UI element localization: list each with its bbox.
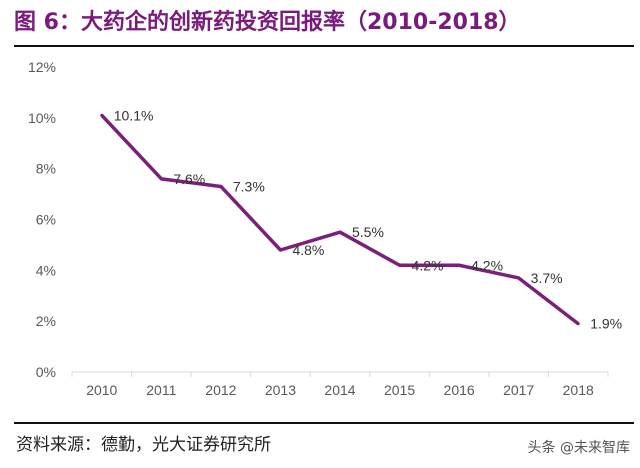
x-tick-label: 2015 [384,382,415,398]
data-point [338,230,342,234]
data-label: 5.5% [352,224,384,240]
source-divider [14,422,634,424]
y-tick-label: 2% [36,313,56,329]
data-label: 7.3% [233,178,265,194]
x-tick-label: 2016 [444,382,475,398]
x-tick-label: 2012 [205,382,236,398]
data-label: 7.6% [173,171,205,187]
data-point [219,184,223,188]
data-label: 4.2% [471,257,503,273]
data-point [278,248,282,252]
x-tick-label: 2017 [503,382,534,398]
y-tick-label: 4% [36,262,56,278]
x-tick-label: 2013 [265,382,296,398]
x-tick-label: 2018 [563,382,594,398]
data-point [398,263,402,267]
figure-title: 图 6：大药企的创新药投资回报率（2010-2018） [14,10,521,35]
data-label: 4.8% [292,242,324,258]
data-point [517,276,521,280]
y-tick-label: 6% [36,212,56,228]
y-tick-label: 10% [28,110,56,126]
x-tick-label: 2010 [86,382,117,398]
watermark: 头条 @未来智库 [527,440,630,456]
data-label: 4.2% [412,257,444,273]
data-label: 3.7% [531,270,563,286]
x-tick-label: 2014 [324,382,355,398]
title-divider [14,45,634,47]
y-tick-label: 12% [28,59,56,75]
data-point [457,263,461,267]
y-tick-label: 8% [36,161,56,177]
source-note: 资料来源：德勤，光大证券研究所 [16,435,271,455]
x-tick-label: 2011 [146,382,176,398]
data-point [159,177,163,181]
data-point [100,113,104,117]
data-label: 1.9% [590,316,622,332]
data-label: 10.1% [114,107,154,123]
data-point [576,322,580,326]
series-line [100,114,580,326]
y-tick-label: 0% [36,364,56,380]
